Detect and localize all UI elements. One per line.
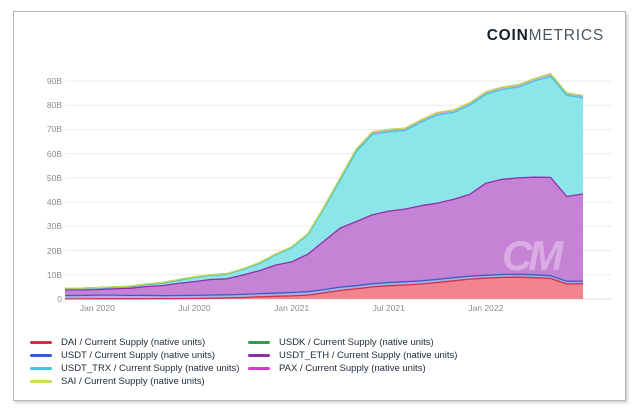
- logo-coin-text: COIN: [486, 27, 529, 44]
- legend-swatch-PAX: [248, 367, 270, 370]
- area-DAI: [65, 277, 583, 299]
- line-DAI: [65, 276, 584, 300]
- legend-label: USDT_ETH / Current Supply (native units): [279, 350, 458, 361]
- coinmetrics-logo[interactable]: COINMETRICS: [487, 27, 604, 45]
- legend-item-PAX[interactable]: PAX / Current Supply (native units): [248, 362, 457, 375]
- y-tick-label: 10B: [46, 269, 62, 280]
- legend-swatch-USDT_ETH: [248, 354, 270, 357]
- legend-item-USDK[interactable]: USDK / Current Supply (native units): [248, 336, 457, 349]
- y-tick-label: 50B: [46, 172, 62, 183]
- x-tick-label: Jan 2020: [79, 303, 115, 313]
- y-tick-label: 40B: [46, 197, 62, 208]
- legend-item-USDT_ETH[interactable]: USDT_ETH / Current Supply (native units): [248, 349, 457, 362]
- legend-label: DAI / Current Supply (native units): [61, 337, 206, 348]
- legend-item-DAI[interactable]: DAI / Current Supply (native units): [30, 336, 239, 349]
- legend-swatch-DAI: [30, 341, 52, 344]
- y-tick-label: 60B: [46, 148, 62, 159]
- y-tick-label: 80B: [46, 100, 62, 111]
- area-USDT_ETH: [65, 177, 583, 296]
- legend-swatch-USDT: [30, 354, 52, 357]
- legend-swatch-SAI: [30, 380, 52, 383]
- legend-label: USDK / Current Supply (native units): [279, 337, 434, 348]
- legend-label: USDT_TRX / Current Supply (native units): [61, 363, 240, 374]
- y-tick-label: 70B: [46, 124, 62, 135]
- legend-swatch-USDK: [248, 341, 270, 344]
- legend-item-SAI[interactable]: SAI / Current Supply (native units): [30, 375, 239, 388]
- legend-label: USDT / Current Supply (native units): [61, 350, 215, 361]
- y-tick-label: 30B: [46, 221, 62, 232]
- line-SAI: [65, 73, 584, 289]
- line-USDT: [65, 273, 584, 297]
- y-tick-label: 20B: [46, 245, 62, 256]
- logo-metrics-text: METRICS: [528, 27, 604, 44]
- x-tick-label: Jul 2021: [372, 303, 405, 313]
- x-tick-label: Jan 2021: [274, 303, 310, 313]
- y-tick-label: 0: [57, 294, 62, 304]
- area-USDT_TRX: [65, 76, 583, 290]
- legend-column-2: USDK / Current Supply (native units) USDT…: [248, 336, 457, 375]
- legend-swatch-USDT_TRX: [30, 367, 52, 370]
- legend-label: PAX / Current Supply (native units): [279, 363, 426, 374]
- x-tick-label: Jan 2022: [468, 303, 504, 313]
- line-USDT_ETH: [65, 176, 584, 291]
- legend-label: SAI / Current Supply (native units): [61, 376, 205, 387]
- x-tick-label: Jul 2020: [178, 303, 211, 313]
- legend-column-1: DAI / Current Supply (native units) USDT …: [30, 336, 239, 388]
- y-tick-label: 90B: [46, 76, 62, 86]
- legend-item-USDT_TRX[interactable]: USDT_TRX / Current Supply (native units): [30, 362, 239, 375]
- legend-item-USDT[interactable]: USDT / Current Supply (native units): [30, 349, 239, 362]
